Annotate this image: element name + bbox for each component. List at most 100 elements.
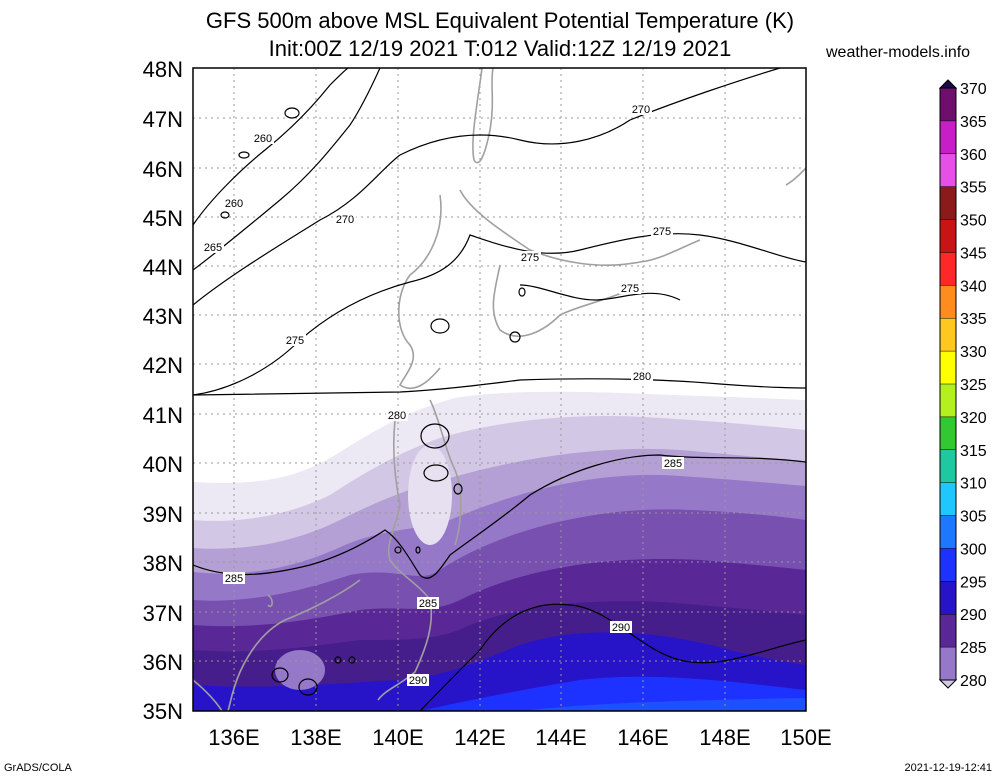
colorbar-swatch — [940, 416, 956, 451]
plot-frame — [192, 67, 807, 712]
colorbar-swatch — [940, 515, 956, 549]
colorbar-label: 305 — [960, 509, 987, 526]
lat-label: 42N — [143, 353, 183, 378]
lat-label: 41N — [143, 403, 183, 428]
svg-text:285: 285 — [419, 598, 437, 610]
colorbar-swatch — [940, 647, 956, 681]
colorbar-label: 290 — [960, 607, 987, 624]
lat-label: 48N — [143, 57, 183, 82]
colorbar-label: 370 — [960, 81, 987, 98]
svg-text:290: 290 — [612, 622, 630, 634]
contour-label: 285 — [223, 572, 245, 585]
colorbar-swatch — [940, 186, 956, 221]
colorbar-swatch — [940, 614, 956, 648]
colorbar-swatch — [940, 482, 956, 517]
contour-label: 265 — [202, 241, 224, 254]
svg-text:290: 290 — [409, 675, 427, 687]
svg-text:275: 275 — [621, 283, 639, 295]
lon-label: 146E — [617, 725, 668, 750]
lon-label: 140E — [372, 725, 423, 750]
colorbar-min-arrow — [938, 679, 958, 689]
colorbar-swatch — [940, 449, 956, 484]
colorbar-swatch — [940, 318, 956, 352]
lat-label: 45N — [143, 206, 183, 231]
colorbar-swatch — [940, 120, 956, 155]
colorbar-max-arrow — [938, 79, 958, 89]
lon-label: 150E — [780, 725, 831, 750]
svg-text:275: 275 — [653, 226, 671, 238]
lon-label: 138E — [290, 725, 341, 750]
theta-e-fill — [193, 68, 806, 711]
footer-timestamp: 2021-12-19-12:41 — [904, 762, 992, 774]
svg-text:285: 285 — [225, 573, 243, 585]
lon-labels: 136E 138E 140E 142E 144E 146E 148E 150E — [208, 725, 831, 750]
colorbar-swatch — [940, 384, 956, 418]
colorbar-swatch — [940, 351, 956, 385]
lat-label: 35N — [143, 699, 183, 724]
contour-label: 285 — [417, 597, 439, 610]
footer-grads: GrADS/COLA — [4, 762, 72, 774]
coastlines — [193, 68, 806, 711]
colorbar-swatch — [940, 153, 956, 188]
contour-label: 275 — [651, 225, 673, 238]
colorbar-label: 335 — [960, 311, 987, 328]
lon-label: 142E — [454, 725, 505, 750]
contour-label: 275 — [284, 334, 306, 347]
svg-text:270: 270 — [632, 104, 650, 116]
contour-label: 290 — [610, 621, 632, 634]
colorbar-swatch — [940, 252, 956, 286]
colorbar-label: 285 — [960, 640, 987, 657]
lat-label: 44N — [143, 255, 183, 280]
colorbar-label: 355 — [960, 180, 987, 197]
contour-label: 275 — [619, 282, 641, 295]
contour-label: 275 — [519, 251, 541, 264]
colorbar-label: 310 — [960, 476, 987, 493]
colorbar-label: 345 — [960, 245, 987, 262]
lat-labels: 48N 47N 46N 45N 44N 43N 42N 41N 40N 39N … — [143, 57, 183, 724]
lat-label: 47N — [143, 107, 183, 132]
colorbar-label: 365 — [960, 114, 987, 131]
lat-label: 37N — [143, 601, 183, 626]
svg-text:280: 280 — [388, 410, 406, 422]
map-subtitle: Init:00Z 12/19 2021 T:012 Valid:12Z 12/1… — [268, 36, 732, 61]
colorbar-label: 320 — [960, 410, 987, 427]
colorbar-swatch — [940, 581, 956, 615]
map-title: GFS 500m above MSL Equivalent Potential … — [205, 8, 795, 33]
contour-label: 270 — [334, 213, 356, 226]
colorbar-label: 360 — [960, 147, 987, 164]
svg-text:265: 265 — [204, 242, 222, 254]
contour-label: 280 — [386, 409, 408, 422]
contour-label: 280 — [631, 370, 653, 383]
lat-label: 36N — [143, 650, 183, 675]
svg-text:260: 260 — [254, 133, 272, 145]
svg-text:280: 280 — [633, 371, 651, 383]
colorbar-label: 350 — [960, 213, 987, 230]
colorbar-swatch — [940, 548, 956, 582]
contour-label: 290 — [407, 674, 429, 687]
lon-label: 136E — [208, 725, 259, 750]
colorbar-swatch — [940, 88, 956, 122]
lon-label: 148E — [699, 725, 750, 750]
svg-text:285: 285 — [664, 458, 682, 470]
colorbar-swatch — [940, 219, 956, 253]
svg-text:260: 260 — [225, 198, 243, 210]
lat-label: 40N — [143, 452, 183, 477]
svg-text:275: 275 — [521, 252, 539, 264]
lat-label: 46N — [143, 157, 183, 182]
lon-label: 144E — [535, 725, 586, 750]
colorbar-label: 300 — [960, 541, 987, 558]
contour-label: 285 — [662, 457, 684, 470]
colorbar-label: 325 — [960, 377, 987, 394]
colorbar-label: 330 — [960, 344, 987, 361]
lat-label: 43N — [143, 304, 183, 329]
svg-text:270: 270 — [336, 214, 354, 226]
svg-text:275: 275 — [286, 335, 304, 347]
contour-labels: 260 260 265 270 270 275 275 275 275 280 … — [202, 103, 684, 687]
colorbar-label: 280 — [960, 673, 987, 690]
lat-label: 38N — [143, 551, 183, 576]
contour-label: 260 — [252, 132, 274, 145]
lat-label: 39N — [143, 502, 183, 527]
colorbar-swatch — [940, 285, 956, 319]
colorbar-label: 295 — [960, 574, 987, 591]
